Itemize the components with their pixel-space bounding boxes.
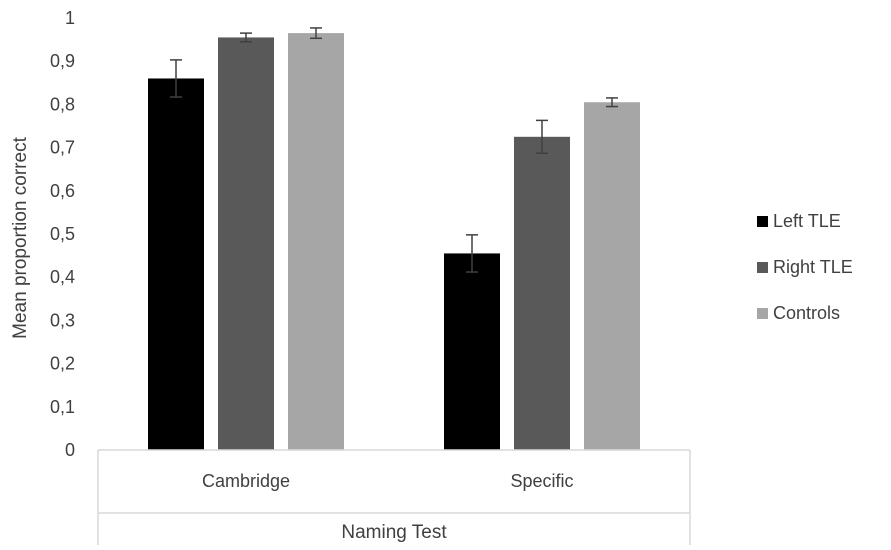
error-bar bbox=[310, 27, 322, 40]
legend: Left TLE Right TLE Controls bbox=[757, 211, 853, 323]
legend-label: Controls bbox=[773, 303, 840, 323]
bar bbox=[148, 78, 204, 450]
legend-label: Left TLE bbox=[773, 211, 841, 231]
legend-swatch bbox=[757, 216, 768, 227]
error-bar bbox=[536, 119, 548, 154]
x-axis-title: Naming Test bbox=[341, 522, 447, 543]
y-tick-label: 1 bbox=[65, 8, 75, 28]
error-bar bbox=[240, 32, 252, 43]
bar bbox=[444, 253, 500, 450]
legend-item: Right TLE bbox=[757, 257, 853, 277]
y-tick-label: 0,8 bbox=[50, 94, 75, 114]
y-tick-label: 0,1 bbox=[50, 397, 75, 417]
y-axis-title: Mean proportion correct bbox=[10, 136, 31, 338]
y-tick-label: 0,6 bbox=[50, 181, 75, 201]
bars bbox=[148, 33, 640, 451]
bar bbox=[288, 33, 344, 451]
error-bar bbox=[466, 234, 478, 273]
error-bar bbox=[606, 97, 618, 108]
legend-swatch bbox=[757, 262, 768, 273]
y-tick-label: 0,4 bbox=[50, 267, 75, 287]
axes bbox=[97, 449, 691, 545]
y-tick-label: 0,5 bbox=[50, 224, 75, 244]
y-tick-label: 0 bbox=[65, 440, 75, 460]
legend-label: Right TLE bbox=[773, 257, 853, 277]
x-axis-ticks: Cambridge Specific bbox=[202, 471, 574, 491]
x-tick-label: Specific bbox=[510, 471, 573, 491]
error-bars bbox=[170, 27, 618, 273]
bar bbox=[584, 102, 640, 451]
y-axis-ticks: 0 0,1 0,2 0,3 0,4 0,5 0,6 0,7 0,8 0,9 1 bbox=[50, 8, 75, 460]
bar bbox=[218, 37, 274, 450]
y-tick-label: 0,7 bbox=[50, 138, 75, 158]
legend-item: Controls bbox=[757, 303, 840, 323]
y-tick-label: 0,2 bbox=[50, 354, 75, 374]
legend-item: Left TLE bbox=[757, 211, 841, 231]
legend-swatch bbox=[757, 308, 768, 319]
bar bbox=[514, 136, 570, 451]
x-tick-label: Cambridge bbox=[202, 471, 290, 491]
y-tick-label: 0,9 bbox=[50, 51, 75, 71]
error-bar bbox=[170, 59, 182, 98]
y-tick-label: 0,3 bbox=[50, 310, 75, 330]
